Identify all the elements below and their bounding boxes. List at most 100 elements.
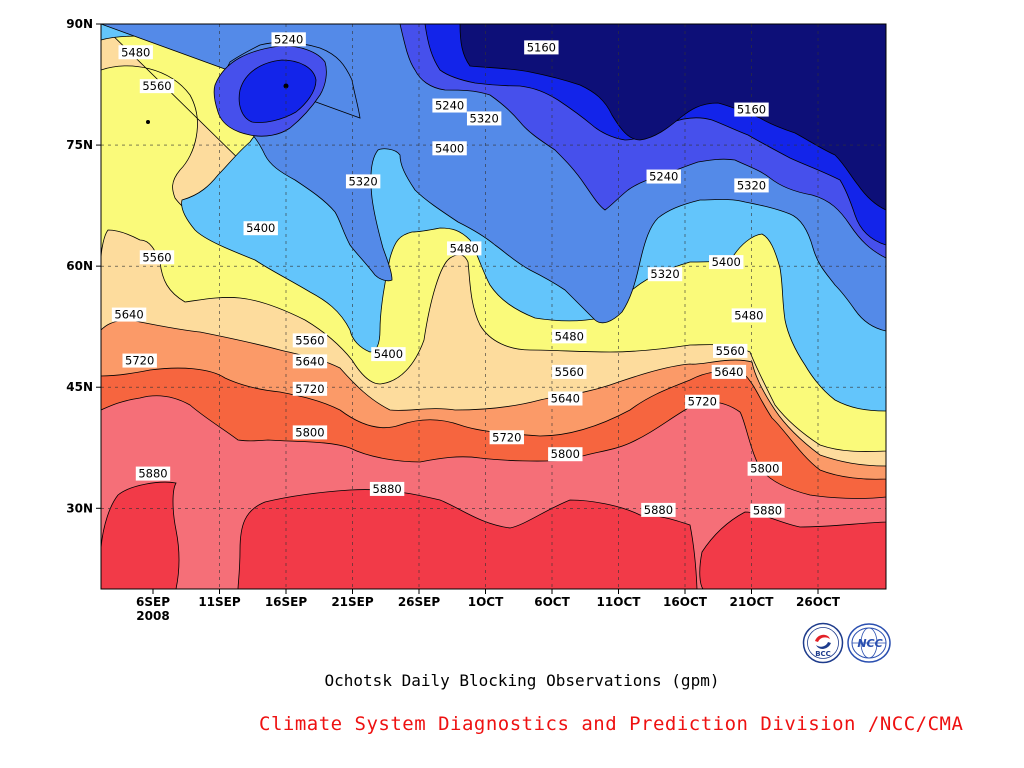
- contour-label: 5320: [737, 178, 766, 192]
- contour-label: 5880: [138, 467, 167, 481]
- contour-label: 5320: [348, 174, 377, 188]
- plot-frame: [100, 23, 887, 590]
- x-tick-label: 16OCT: [663, 595, 708, 609]
- ncc-logo: NCC: [847, 623, 891, 663]
- credit-line: Climate System Diagnostics and Predictio…: [259, 713, 964, 735]
- contour-label-bg: [734, 178, 769, 193]
- contour-label-bg: [711, 364, 747, 379]
- contour-label-bg: [552, 364, 587, 379]
- x-axis: 6SEP 11SEP 16SEP 21SEP 26SEP 1OCT 6OCT 11OCT 16O…: [136, 589, 841, 609]
- contour-label: 5160: [737, 103, 766, 117]
- contour-label-bg: [747, 461, 782, 476]
- contour-label-bg: [466, 111, 502, 126]
- y-axis: 30N 45N 60N 75N 90N: [66, 17, 101, 515]
- contour-label-bg: [548, 391, 583, 406]
- contour-label: 5560: [142, 250, 171, 264]
- contour-label: 5560: [142, 79, 171, 93]
- y-tick-label: 75N: [66, 138, 93, 152]
- contour-label: 5400: [374, 347, 403, 361]
- y-tick-label: 30N: [66, 501, 93, 515]
- x-tick-label: 21OCT: [730, 595, 775, 609]
- contour-label-bg: [548, 447, 583, 462]
- svg-text:BCC: BCC: [815, 650, 831, 658]
- contour-label: 5720: [125, 354, 154, 368]
- contour-label-bg: [432, 141, 467, 156]
- x-tick-label: 26OCT: [796, 595, 841, 609]
- contour-label: 5800: [295, 425, 324, 439]
- x-tick-label: 26SEP: [398, 595, 441, 609]
- contour-label-bg: [139, 79, 175, 94]
- y-tick-label: 90N: [66, 17, 93, 31]
- x-tick-label: 6SEP: [136, 595, 170, 609]
- contour-label: 5320: [470, 111, 499, 125]
- contour-label: 5720: [688, 395, 717, 409]
- contour-label-bg: [118, 45, 153, 60]
- contour-label: 5800: [551, 447, 580, 461]
- contour-label: 5400: [435, 141, 464, 155]
- contour-label-bg: [139, 250, 175, 265]
- contour-label: 5480: [450, 241, 479, 255]
- contour-label-bg: [243, 221, 278, 236]
- contour-label: 5560: [295, 333, 324, 347]
- x-tick-label: 1OCT: [468, 595, 504, 609]
- x-axis-year-label: 2008: [136, 609, 169, 623]
- grid-lines: [101, 24, 886, 589]
- contour-label-bg: [734, 102, 769, 117]
- contour-label: 5400: [712, 255, 741, 269]
- contour-label-bg: [369, 481, 405, 496]
- contour-label: 5640: [714, 365, 743, 379]
- contour-label-bg: [646, 169, 681, 184]
- contour-labels: 5480 5560 5240 5160 5160 5240 5320 5400 5240 5320…: [111, 32, 785, 518]
- contour-label-bg: [292, 333, 328, 348]
- contour-label-bg: [524, 40, 559, 55]
- contour-label-bg: [552, 329, 587, 344]
- contour-label: 5160: [527, 40, 556, 54]
- contour-label: 5560: [716, 344, 745, 358]
- contour-label-bg: [447, 241, 482, 256]
- contour-label: 5240: [649, 170, 678, 184]
- contour-label-bg: [292, 425, 328, 440]
- contour-label: 5640: [114, 308, 143, 322]
- contour-label: 5320: [650, 267, 679, 281]
- contour-label-bg: [292, 354, 328, 369]
- contour-chart: 5480 5560 5240 5160 5160 5240 5320 5400 5240 5320…: [66, 17, 887, 623]
- plot-area: 5480 5560 5240 5160 5160 5240 5320 5400 5240 5320…: [101, 24, 886, 589]
- contour-label: 5880: [644, 503, 673, 517]
- contour-label: 5640: [295, 354, 324, 368]
- bcc-logo: BCC: [802, 622, 844, 664]
- contour-label-bg: [641, 502, 676, 517]
- y-tick-label: 45N: [66, 380, 93, 394]
- contour-label: 5640: [551, 392, 580, 406]
- chart-caption: Ochotsk Daily Blocking Observations (gpm…: [324, 671, 720, 690]
- contour-label: 5800: [750, 462, 779, 476]
- contour-label: 5880: [372, 482, 401, 496]
- contour-label: 5560: [555, 365, 584, 379]
- x-tick-label: 21SEP: [331, 595, 374, 609]
- contour-label: 5400: [246, 221, 275, 235]
- contour-label: 5480: [734, 308, 763, 322]
- svg-text:NCC: NCC: [857, 637, 882, 650]
- x-tick-label: 6OCT: [534, 595, 570, 609]
- contour-label-bg: [489, 430, 524, 445]
- x-tick-label: 11OCT: [597, 595, 642, 609]
- contour-label: 5240: [274, 32, 303, 46]
- contour-label: 5720: [492, 430, 521, 444]
- contour-label-bg: [713, 343, 748, 358]
- contour-label-bg: [271, 32, 306, 47]
- contour-label-bg: [685, 394, 720, 409]
- contour-label-bg: [731, 308, 767, 323]
- low-center-dot: [283, 83, 289, 89]
- contour-label-bg: [371, 347, 406, 362]
- x-tick-label: 16SEP: [265, 595, 308, 609]
- x-tick-label: 11SEP: [198, 595, 241, 609]
- high-center-dot: [146, 120, 150, 124]
- contour-label: 5240: [435, 99, 464, 113]
- contour-label-bg: [647, 267, 683, 282]
- contour-label: 5720: [295, 382, 324, 396]
- band-below-5160: [459, 24, 886, 211]
- contour-label-bg: [432, 98, 467, 113]
- contour-label: 5480: [555, 329, 584, 343]
- contour-label: 5880: [753, 504, 782, 518]
- y-tick-label: 60N: [66, 259, 93, 273]
- contour-label-bg: [292, 381, 328, 396]
